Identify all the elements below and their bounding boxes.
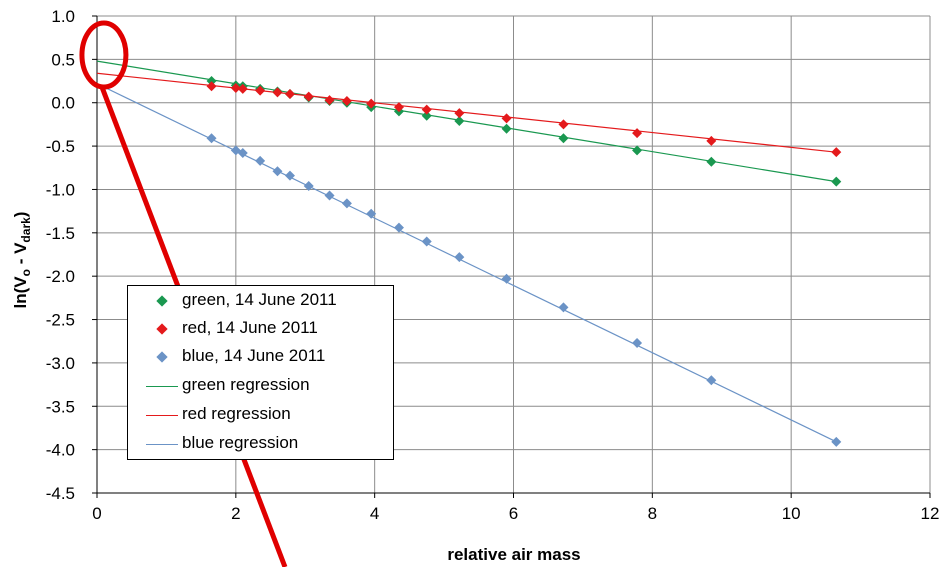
x-tick-label: 6 <box>509 504 518 523</box>
y-tick-label: -2.5 <box>46 311 75 330</box>
data-point <box>421 110 432 121</box>
data-point <box>284 170 295 181</box>
data-point <box>255 85 266 96</box>
data-point <box>558 133 569 144</box>
data-point <box>501 113 512 124</box>
data-point <box>454 252 465 263</box>
data-points <box>206 76 842 447</box>
data-point <box>501 273 512 284</box>
data-point <box>366 98 377 109</box>
data-point <box>558 119 569 130</box>
data-point <box>230 82 241 93</box>
data-point <box>421 236 432 247</box>
data-point <box>831 176 842 187</box>
y-tick-label: -3.0 <box>46 354 75 373</box>
data-point <box>558 302 569 313</box>
regression-line <box>96 60 837 183</box>
data-point <box>255 155 266 166</box>
data-point <box>454 115 465 126</box>
data-point <box>206 81 217 92</box>
data-point <box>272 166 283 177</box>
data-point <box>831 147 842 158</box>
y-tick-label: -1.5 <box>46 224 75 243</box>
data-point <box>501 123 512 134</box>
legend-item-red: red, 14 June 2011 <box>128 317 393 345</box>
data-point <box>341 95 352 106</box>
data-point <box>706 156 717 167</box>
data-point <box>206 133 217 144</box>
data-point <box>284 89 295 100</box>
data-point <box>324 190 335 201</box>
legend: green, 14 June 2011 red, 14 June 2011 bl… <box>127 285 394 460</box>
data-point <box>366 208 377 219</box>
y-tick-label: -3.5 <box>46 397 75 416</box>
y-tick-label: -0.5 <box>46 137 75 156</box>
legend-item-blue: blue, 14 June 2011 <box>128 345 393 373</box>
data-point <box>632 145 643 156</box>
legend-label: red, 14 June 2011 <box>182 318 318 337</box>
y-tick-label: -4.5 <box>46 484 75 503</box>
legend-item-green-regression: green regression <box>128 374 393 402</box>
data-point <box>632 337 643 348</box>
diamond-marker-icon <box>156 351 168 363</box>
y-tick-label: -4.0 <box>46 441 75 460</box>
data-point <box>303 180 314 191</box>
y-tick-label: -1.0 <box>46 180 75 199</box>
data-point <box>421 104 432 115</box>
x-axis-ticks: 0 2 4 6 8 10 12 <box>92 493 939 523</box>
x-tick-label: 2 <box>231 504 240 523</box>
y-axis-ticks: 1.0 0.5 0.0 -0.5 -1.0 -1.5 -2.0 -2.5 -3.0 -3.5 -4.… <box>46 7 97 503</box>
data-point <box>206 76 217 87</box>
data-point <box>831 436 842 447</box>
data-point <box>341 198 352 209</box>
data-point <box>324 95 335 106</box>
data-point <box>237 83 248 94</box>
data-point <box>393 222 404 233</box>
legend-label: green regression <box>182 375 310 394</box>
data-point <box>706 135 717 146</box>
y-tick-label: 1.0 <box>51 7 75 26</box>
legend-label: red regression <box>182 404 291 423</box>
x-tick-label: 0 <box>92 504 101 523</box>
x-axis-label: relative air mass <box>447 545 580 564</box>
legend-item-blue-regression: blue regression <box>128 432 393 460</box>
data-point <box>632 128 643 139</box>
y-axis-label: ln(Vo - Vdark) <box>11 212 33 309</box>
data-point <box>303 91 314 102</box>
data-point <box>272 87 283 98</box>
x-tick-label: 10 <box>782 504 801 523</box>
x-tick-label: 4 <box>370 504 379 523</box>
data-point <box>454 108 465 119</box>
data-point <box>237 148 248 159</box>
x-tick-label: 12 <box>921 504 940 523</box>
y-tick-label: 0.5 <box>51 50 75 69</box>
legend-item-red-regression: red regression <box>128 403 393 431</box>
legend-label: green, 14 June 2011 <box>182 290 337 309</box>
line-icon <box>146 386 178 387</box>
data-point <box>706 375 717 386</box>
annotation-ellipse <box>79 20 129 90</box>
line-icon <box>146 415 178 416</box>
legend-label: blue, 14 June 2011 <box>182 346 326 365</box>
y-tick-label: -2.0 <box>46 267 75 286</box>
y-tick-label: 0.0 <box>51 94 75 113</box>
legend-item-green: green, 14 June 2011 <box>128 289 393 317</box>
x-tick-label: 8 <box>648 504 657 523</box>
diamond-marker-icon <box>156 323 168 335</box>
diamond-marker-icon <box>156 295 168 307</box>
legend-label: blue regression <box>182 433 299 452</box>
line-icon <box>146 444 178 445</box>
data-point <box>393 102 404 113</box>
